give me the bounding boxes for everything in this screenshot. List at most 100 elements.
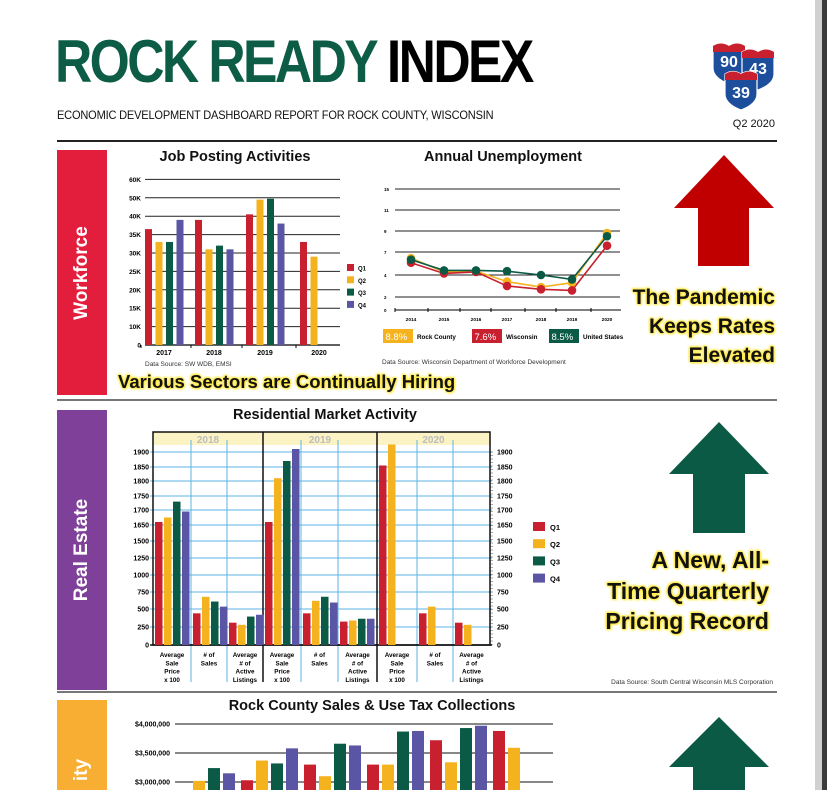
arrow-up-green-icon xyxy=(669,422,769,533)
y-tick-label: 20K xyxy=(129,287,141,294)
legend-latest-value: 7.6% xyxy=(475,332,497,343)
report-quarter: Q2 2020 xyxy=(732,118,775,130)
y-tick-label-left: 1700 xyxy=(133,508,149,515)
year-label: 2018 xyxy=(197,435,220,446)
header-divider xyxy=(57,140,777,142)
bar-q1-2020 xyxy=(300,241,307,345)
bar-2020-q2 xyxy=(388,444,396,645)
unemployment-chart: 0 2 4 7 9 11 15 2014 2015 2016 2017 2018 2019 2020 8.8… xyxy=(383,187,624,343)
point-wisconsin xyxy=(602,241,612,250)
category-label: Price xyxy=(274,669,290,676)
y-tick-label-right: 1800 xyxy=(497,479,513,486)
viewer-border xyxy=(815,0,822,790)
x-tick-label: 2019 xyxy=(257,350,273,357)
sidebar-third-section: ity xyxy=(57,700,107,790)
bar-q4-2017 xyxy=(176,219,184,345)
bar-group1-q3 xyxy=(208,768,220,790)
legend-label: Q2 xyxy=(358,279,367,285)
x-tick-label: 2016 xyxy=(471,317,482,323)
legend-label: Q1 xyxy=(550,523,560,532)
legend-swatch xyxy=(347,300,354,308)
bar-q1-2017 xyxy=(145,229,152,345)
y-tick-label: 15 xyxy=(384,187,390,192)
bar-group4-q4 xyxy=(412,730,424,790)
y-tick-label-left: 1800 xyxy=(133,479,149,486)
bar-q1-2019 xyxy=(246,214,253,345)
category-label: # of xyxy=(203,652,215,659)
bar-2019-q4 xyxy=(292,449,300,645)
y-tick-label: $3,500,000 xyxy=(135,751,170,758)
y-tick-label: 15K xyxy=(129,306,141,313)
bar-2018-q3 xyxy=(247,616,255,645)
y-tick-label-right: 1750 xyxy=(497,494,513,501)
bar-2019-q2 xyxy=(349,620,357,645)
bar-q2-2019 xyxy=(256,199,264,345)
bar-group2-q1 xyxy=(241,780,253,790)
callout-line: Keeps Rates xyxy=(648,315,775,338)
legend-swatch xyxy=(347,276,354,284)
legend-latest-value: 8.5% xyxy=(552,332,574,343)
legend-label: Q3 xyxy=(358,291,367,297)
category-label: Price xyxy=(389,669,405,676)
sales-tax-title: Rock County Sales & Use Tax Collections xyxy=(228,698,516,714)
bar-group6-q2 xyxy=(508,747,520,790)
bar-2019-q1 xyxy=(265,522,273,645)
legend-label: Q1 xyxy=(358,267,367,273)
category-label: Sales xyxy=(201,660,218,667)
bar-2019-q3 xyxy=(283,461,291,645)
sidebar-real-estate: Real Estate xyxy=(57,410,107,690)
legend-swatch xyxy=(533,556,545,566)
bar-2020-q2 xyxy=(464,624,472,645)
point-united-states xyxy=(602,231,612,241)
category-label: Listings xyxy=(345,677,370,684)
point-united-states xyxy=(406,255,416,264)
bar-2019-q4 xyxy=(330,602,338,645)
y-tick-label: 40K xyxy=(129,214,141,221)
x-tick-label: 2018 xyxy=(206,350,222,357)
job-postings-chart: 0 10K 15K 20K 25K 30K 35K 40K 50K 60K 2017 2018 2019… xyxy=(129,177,367,357)
category-label: # of xyxy=(314,652,326,659)
scrollbar[interactable] xyxy=(822,0,827,790)
bar-q2-2018 xyxy=(205,249,213,345)
x-tick-label: 2020 xyxy=(602,317,613,323)
bar-2018-q1 xyxy=(193,613,201,645)
bar-q3-2018 xyxy=(216,245,223,345)
bar-q3-2019 xyxy=(267,198,274,345)
unemployment-source: Data Source: Wisconsin Department of Wor… xyxy=(382,359,566,366)
logo-number: 39 xyxy=(732,85,750,102)
bar-q3-2017 xyxy=(166,241,173,345)
job-postings-title: Job Posting Activities xyxy=(159,149,311,165)
title-rock-ready: ROCK READY xyxy=(55,28,378,95)
y-tick-label-right: 500 xyxy=(497,607,509,614)
category-label: # of xyxy=(466,660,478,667)
category-label: Sales xyxy=(311,660,328,667)
bar-2018-q2 xyxy=(238,624,246,645)
y-tick-label: 7 xyxy=(384,250,387,255)
category-label: Average xyxy=(459,652,484,659)
category-label: Sale xyxy=(391,660,404,667)
point-wisconsin xyxy=(502,281,512,291)
x-tick-label: 2018 xyxy=(536,317,547,323)
category-label: # of xyxy=(352,660,364,667)
x-tick-label: 2017 xyxy=(156,350,172,357)
bar-2018-q1 xyxy=(155,522,163,645)
y-tick-label-right: 1500 xyxy=(497,539,513,546)
category-label: Sale xyxy=(276,660,289,667)
bar-q4-2018 xyxy=(226,249,234,345)
bar-group6-q1 xyxy=(493,730,505,790)
y-tick-label: 50K xyxy=(129,195,141,202)
unemployment-title: Annual Unemployment xyxy=(424,149,582,165)
bar-2018-q3 xyxy=(173,501,181,645)
y-tick-label-right: 1700 xyxy=(497,508,513,515)
y-tick-label-left: 1650 xyxy=(133,523,149,530)
legend-label: Wisconsin xyxy=(506,334,538,341)
point-united-states xyxy=(502,266,512,276)
x-tick-label: 2015 xyxy=(439,317,450,323)
y-tick-label: $3,000,000 xyxy=(135,780,170,787)
bar-group5-q1 xyxy=(430,740,442,790)
category-label: x 100 xyxy=(389,677,405,684)
legend-label: United States xyxy=(583,334,624,341)
bar-group5-q2 xyxy=(445,762,457,790)
bar-q1-2018 xyxy=(195,219,202,345)
arrow-up-green-icon xyxy=(669,717,769,790)
